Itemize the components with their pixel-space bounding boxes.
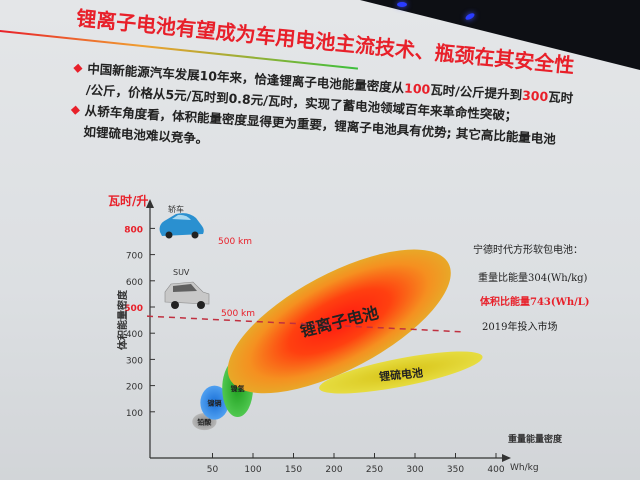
sedan-range-label: 500 km [218, 237, 252, 247]
sedan-label: 轿车 [168, 204, 184, 214]
x-tick-label: 50 [207, 465, 219, 475]
x-tick-label: 150 [285, 465, 302, 475]
region-label: 镍镉 [208, 399, 222, 408]
y-tick-label: 400 [126, 330, 143, 340]
catl-market: 2019年投入市场 [482, 320, 557, 333]
y-tick-label: 500 [124, 304, 143, 314]
region-label: 锂硫电池 [378, 365, 423, 383]
x-tick-label: 250 [366, 465, 383, 475]
x-axis-title: 重量能量密度 [508, 433, 563, 445]
x-axis-arrow [502, 454, 511, 462]
x-tick-label: 300 [406, 465, 423, 475]
y-axis-arrow [146, 199, 154, 208]
reference-dashed-line [146, 315, 464, 333]
nicd-region [200, 385, 229, 420]
y-unit-label: 瓦时/升 [108, 193, 148, 208]
region-label: 铅酸 [197, 418, 212, 427]
ceiling-light [397, 2, 407, 7]
y-tick-label: 200 [126, 383, 143, 393]
x-tick-label: 350 [447, 465, 464, 475]
sedan-car-icon [159, 213, 204, 239]
x-tick-label: 400 [487, 465, 504, 475]
y-tick-label: 600 [126, 278, 143, 288]
li-s-region [319, 351, 483, 394]
suv-range-label: 500 km [221, 309, 255, 319]
suv-label: SUV [173, 268, 190, 277]
y-tick-label: 300 [126, 356, 143, 366]
y-axis-title: 体积能量密度 [116, 289, 129, 350]
y-tick-label: 700 [126, 252, 143, 262]
x-unit-label: Wh/kg [510, 463, 539, 473]
y-tick-label: 100 [126, 409, 143, 419]
li-ion-region [227, 249, 451, 394]
region-label: 镍氢 [231, 384, 245, 393]
x-tick-label: 200 [325, 465, 342, 475]
x-tick-label: 100 [244, 465, 261, 475]
catl-volumetric: 体积比能量743(Wh/L) [480, 295, 590, 308]
catl-heading: 宁德时代方形软包电池： [473, 243, 583, 256]
catl-gravimetric: 重量比能量304(Wh/kg) [478, 271, 588, 284]
suv-car-icon [164, 281, 210, 309]
y-tick-label: 800 [124, 225, 143, 235]
